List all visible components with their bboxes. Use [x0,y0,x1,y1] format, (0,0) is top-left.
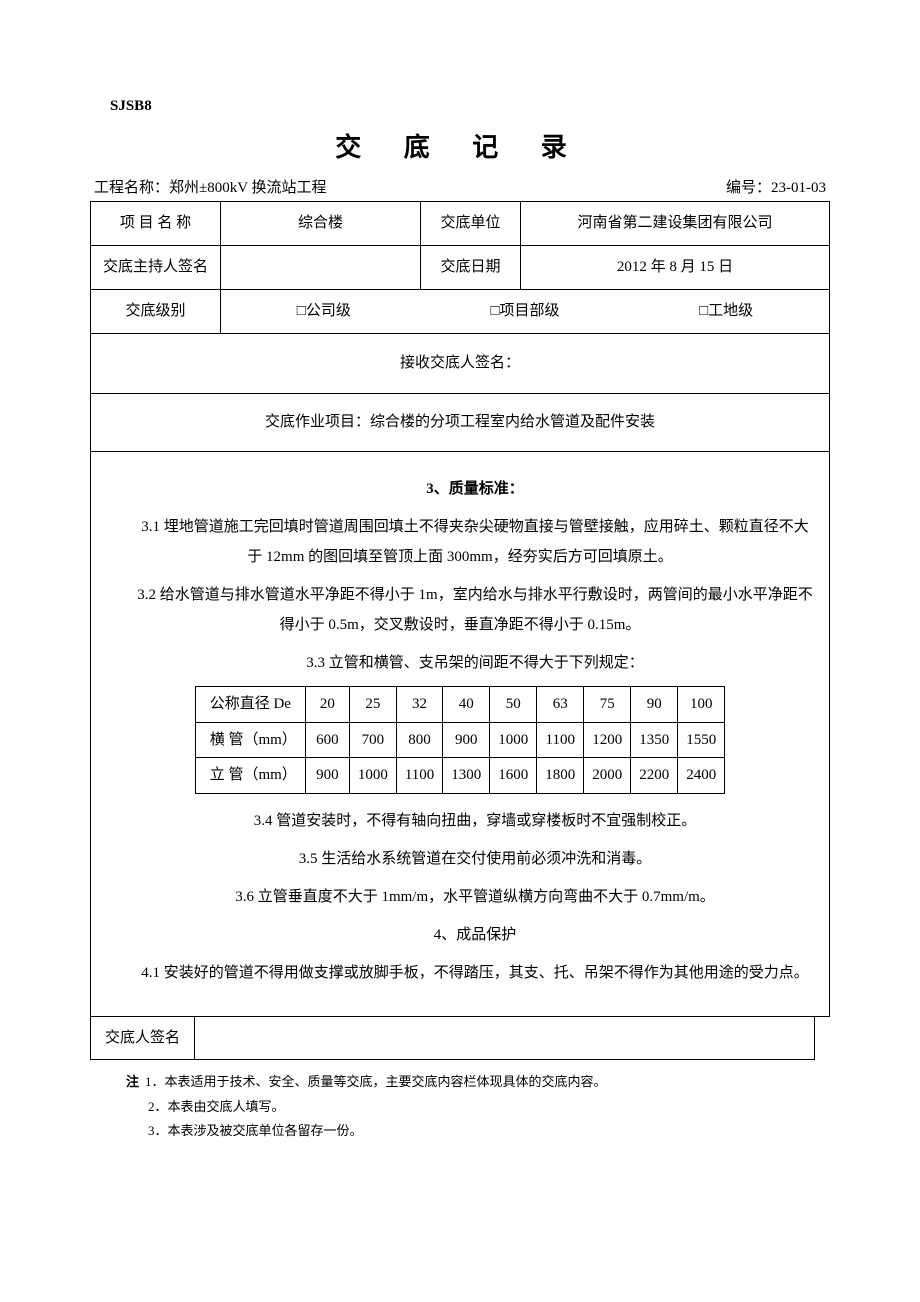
level-opt-project: □项目部级 [490,300,559,323]
para-3-2: 3.2 给水管道与排水管道水平净距不得小于 1m，室内给水与排水平行敷设时，两管… [107,580,813,640]
cell-unit-value: 河南省第二建设集团有限公司 [521,202,830,246]
signer-table: 交底人签名 [90,1016,815,1061]
note-2: 2．本表由交底人填写。 [148,1095,830,1120]
spec-li-3: 1300 [443,758,490,794]
recipient-sign-row: 接收交底人签名： [91,334,830,394]
spec-heng-5: 1100 [537,722,584,758]
note-1-text: 1．本表适用于技术、安全、质量等交底，主要交底内容栏体现具体的交底内容。 [145,1074,607,1089]
heading-quality: 3、质量标准： [107,474,813,504]
info-row-1: 项 目 名 称 综合楼 交底单位 河南省第二建设集团有限公司 [91,202,830,246]
doc-number: 编号：23-01-03 [726,177,826,200]
spec-de-4: 50 [490,687,537,723]
para-3-3: 3.3 立管和横管、支吊架的间距不得大于下列规定： [107,648,813,678]
info-row-2: 交底主持人签名 交底日期 2012 年 8 月 15 日 [91,246,830,290]
spec-li-0: 900 [305,758,349,794]
spec-li-5: 1800 [537,758,584,794]
spec-heng-4: 1000 [490,722,537,758]
doc-code: SJSB8 [110,95,830,118]
recipient-sign-cell: 接收交底人签名： [91,334,830,394]
spec-de-3: 40 [443,687,490,723]
spec-heng-0: 600 [305,722,349,758]
spec-de-6: 75 [584,687,631,723]
spec-row-de: 公称直径 De 20 25 32 40 50 63 75 90 100 [195,687,725,723]
spec-li-label: 立 管（mm） [195,758,305,794]
para-3-4: 3.4 管道安装时，不得有轴向扭曲，穿墙或穿楼板时不宜强制校正。 [107,806,813,836]
project-name: 工程名称：郑州±800kV 换流站工程 [94,177,327,200]
task-item-cell: 交底作业项目：综合楼的分项工程室内给水管道及配件安装 [91,394,830,452]
heading-product-protect: 4、成品保护 [107,920,813,950]
spec-heng-8: 1550 [678,722,725,758]
cell-unit-label: 交底单位 [421,202,521,246]
cell-level-label: 交底级别 [91,290,221,334]
spec-li-2: 1100 [396,758,442,794]
spec-heng-1: 700 [349,722,396,758]
spec-de-0: 20 [305,687,349,723]
cell-project-name-value: 综合楼 [221,202,421,246]
spec-row-li: 立 管（mm） 900 1000 1100 1300 1600 1800 200… [195,758,725,794]
spec-li-7: 2200 [631,758,678,794]
spec-de-1: 25 [349,687,396,723]
para-3-1: 3.1 埋地管道施工完回填时管道周围回填土不得夹杂尖硬物直接与管壁接触，应用碎土… [107,512,813,572]
spec-li-1: 1000 [349,758,396,794]
spec-li-4: 1600 [490,758,537,794]
spec-heng-6: 1200 [584,722,631,758]
signer-label-cell: 交底人签名 [91,1016,195,1060]
doc-num-label: 编号： [726,180,771,196]
spec-de-8: 100 [678,687,725,723]
header-line: 工程名称：郑州±800kV 换流站工程 编号：23-01-03 [90,177,830,200]
level-opt-site: □工地级 [699,300,753,323]
content-cell: 3、质量标准： 3.1 埋地管道施工完回填时管道周围回填土不得夹杂尖硬物直接与管… [91,452,830,1017]
spec-heng-label: 横 管（mm） [195,722,305,758]
cell-project-name-label: 项 目 名 称 [91,202,221,246]
spec-de-label: 公称直径 De [195,687,305,723]
spec-de-5: 63 [537,687,584,723]
main-table: 项 目 名 称 综合楼 交底单位 河南省第二建设集团有限公司 交底主持人签名 交… [90,201,830,1017]
level-opt-company: □公司级 [297,300,351,323]
spec-de-7: 90 [631,687,678,723]
spec-li-8: 2400 [678,758,725,794]
cell-date-value: 2012 年 8 月 15 日 [521,246,830,290]
cell-host-sign-value [221,246,421,290]
doc-num-value: 23-01-03 [771,180,826,196]
info-row-3: 交底级别 □公司级 □项目部级 □工地级 [91,290,830,334]
content-row: 3、质量标准： 3.1 埋地管道施工完回填时管道周围回填土不得夹杂尖硬物直接与管… [91,452,830,1017]
spec-row-heng: 横 管（mm） 600 700 800 900 1000 1100 1200 1… [195,722,725,758]
project-label: 工程名称： [94,180,169,196]
note-3: 3．本表涉及被交底单位各留存一份。 [148,1119,830,1144]
notes-block: 注 1．本表适用于技术、安全、质量等交底，主要交底内容栏体现具体的交底内容。 2．… [126,1070,830,1144]
spec-heng-7: 1350 [631,722,678,758]
cell-host-sign-label: 交底主持人签名 [91,246,221,290]
cell-date-label: 交底日期 [421,246,521,290]
spec-de-2: 32 [396,687,442,723]
note-1: 注 1．本表适用于技术、安全、质量等交底，主要交底内容栏体现具体的交底内容。 [126,1070,830,1095]
doc-title: 交 底 记 录 [90,128,830,167]
para-3-6: 3.6 立管垂直度不大于 1mm/m，水平管道纵横方向弯曲不大于 0.7mm/m… [107,882,813,912]
note-label: 注 [126,1074,139,1089]
signer-value-cell [195,1016,815,1060]
spec-table: 公称直径 De 20 25 32 40 50 63 75 90 100 横 管（… [195,686,726,794]
spec-li-6: 2000 [584,758,631,794]
para-4-1: 4.1 安装好的管道不得用做支撑或放脚手板，不得踏压，其支、托、吊架不得作为其他… [107,958,813,988]
project-value: 郑州±800kV 换流站工程 [169,180,327,196]
para-3-5: 3.5 生活给水系统管道在交付使用前必须冲洗和消毒。 [107,844,813,874]
spec-heng-2: 800 [396,722,442,758]
cell-level-options: □公司级 □项目部级 □工地级 [221,290,830,334]
task-item-row: 交底作业项目：综合楼的分项工程室内给水管道及配件安装 [91,394,830,452]
spec-heng-3: 900 [443,722,490,758]
